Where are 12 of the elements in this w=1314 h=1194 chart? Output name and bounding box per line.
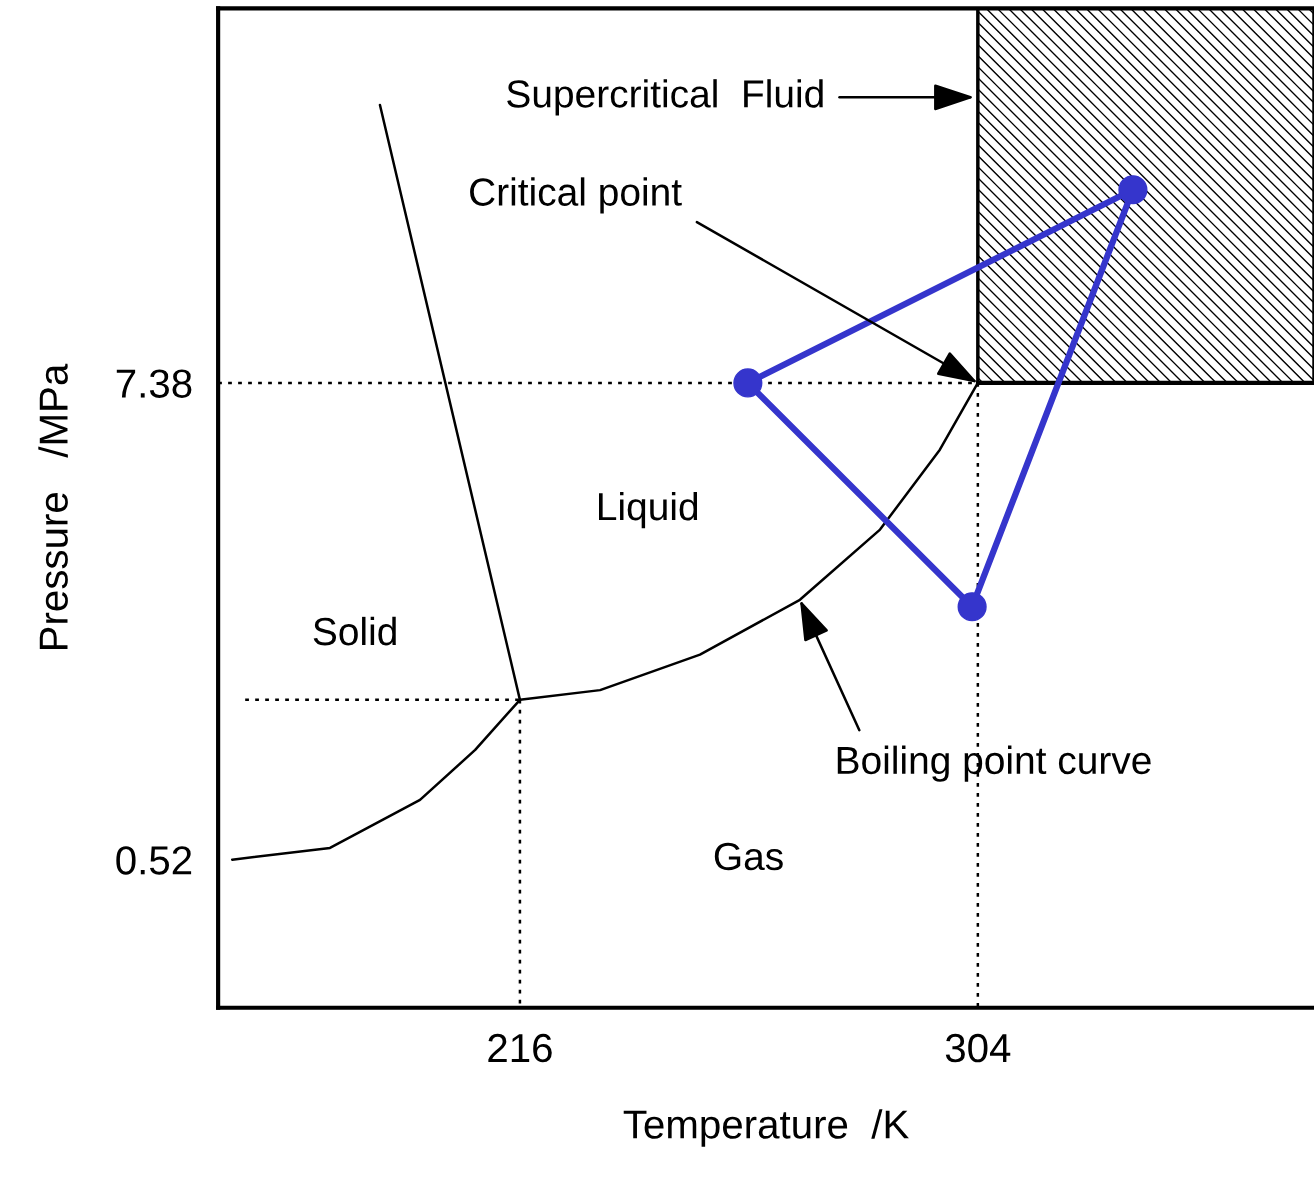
x-tick-label: 216 [488, 1033, 552, 1063]
x-tick-label: 304 [945, 1033, 1011, 1063]
annotation: Supercritical Fluid [507, 79, 823, 116]
annotation: Critical point [470, 177, 682, 214]
annotation: Boiling point curve [837, 745, 1151, 782]
y-tick-label: 0.52 [116, 846, 192, 875]
annotation: Solid [313, 616, 396, 646]
annotation: Gas [714, 842, 783, 871]
annotation: Liquid [599, 491, 698, 529]
x-axis-title: Temperature /K [623, 1109, 909, 1147]
y-axis-title: Pressure /MPa [38, 363, 68, 650]
y-tick-label: 7.38 [116, 369, 192, 398]
